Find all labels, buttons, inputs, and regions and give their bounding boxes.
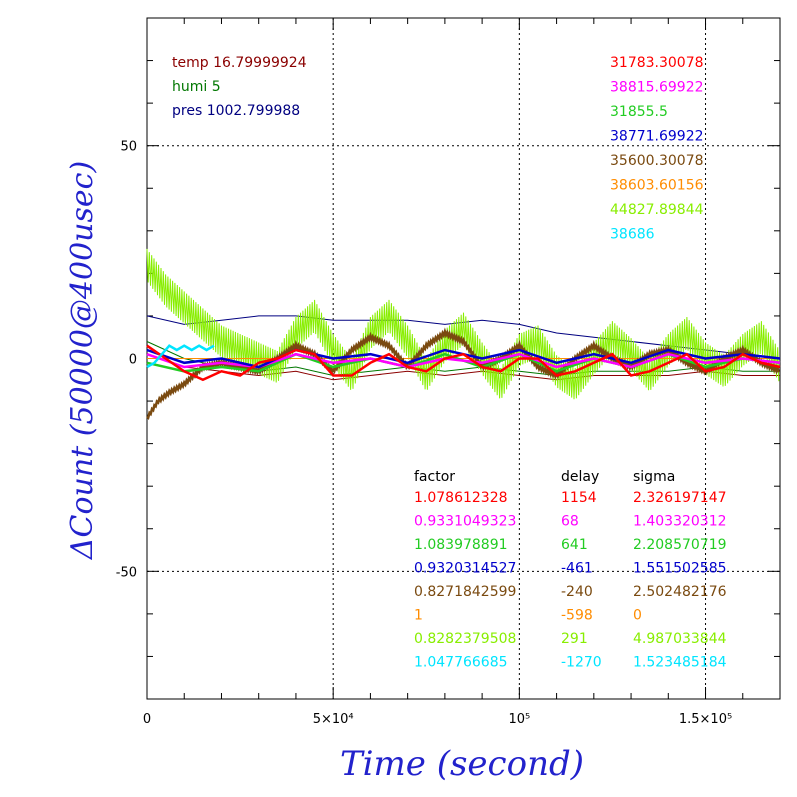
factor-value: 1.083978891 [414, 537, 508, 553]
delay-value: 68 [561, 514, 579, 530]
factor-header: factor [414, 469, 455, 485]
minor-ticks [146, 17, 781, 700]
series-layer [146, 248, 781, 421]
delay-value: 1154 [561, 490, 597, 506]
y-tick-label: 50 [120, 140, 137, 155]
factor-value: 1 [414, 608, 423, 624]
delay-value: -1270 [561, 655, 602, 671]
series-mean-list: 31783.30078 38815.69922 31855.5 38771.69922… [610, 55, 704, 243]
factor-value: 0.8282379508 [414, 631, 516, 647]
sigma-value: 2.326197147 [633, 490, 727, 506]
series-line-7 [146, 248, 780, 400]
env-label: pres 1002.799988 [172, 103, 300, 119]
y-tick-label: -50 [116, 565, 137, 580]
series-line-1 [146, 344, 781, 382]
x-tick-label: 1.5×10⁵ [679, 712, 732, 727]
x-tick-label: 10⁵ [508, 712, 530, 727]
sigma-value: 2.502482176 [633, 584, 727, 600]
factor-value: 0.9331049323 [414, 514, 516, 530]
series-mean: 38815.69922 [610, 80, 704, 96]
delay-value: 291 [561, 631, 588, 647]
x-tick-label: 5×10⁴ [313, 712, 354, 727]
env-label: temp 16.79999924 [172, 55, 307, 71]
env-trace-temp [146, 353, 780, 381]
series-line-8 [146, 344, 215, 369]
series-mean: 38686 [610, 227, 655, 243]
factor-value: 0.8271842599 [414, 584, 516, 600]
factor-value: 1.047766685 [414, 655, 508, 671]
delay-value: -598 [561, 608, 593, 624]
sigma-value: 4.987033844 [633, 631, 727, 647]
series-mean: 31855.5 [610, 104, 668, 120]
environment-legend: temp 16.79999924 humi 5 pres 1002.799988 [172, 55, 307, 119]
series-mean: 38603.60156 [610, 178, 704, 194]
series-mean: 44827.89844 [610, 202, 704, 218]
stats-table: factor delay sigma 1.078612328 1154 2.3261… [414, 469, 727, 671]
sigma-value: 0 [633, 608, 642, 624]
series-mean: 38771.69922 [610, 129, 704, 145]
delay-value: -240 [561, 584, 593, 600]
factor-value: 0.9320314527 [414, 561, 516, 577]
sigma-value: 2.208570719 [633, 537, 727, 553]
sigma-value: 1.523485184 [633, 655, 727, 671]
delay-header: delay [561, 469, 599, 485]
x-axis-title: Time (second) [340, 744, 584, 784]
factor-value: 1.078612328 [414, 490, 508, 506]
env-label: humi 5 [172, 79, 221, 95]
tick-labels: 0 5×10⁴ 10⁵ 1.5×10⁵ 50 0 -50 [116, 140, 732, 727]
series-mean: 35600.30078 [610, 153, 704, 169]
delay-value: 641 [561, 537, 588, 553]
x-tick-label: 0 [143, 712, 151, 727]
sigma-value: 1.551502585 [633, 561, 727, 577]
series-mean: 31783.30078 [610, 55, 704, 71]
y-tick-label: 0 [129, 353, 137, 368]
sigma-header: sigma [633, 469, 675, 485]
delay-value: -461 [561, 561, 593, 577]
sigma-value: 1.403320312 [633, 514, 727, 530]
y-axis-title: ΔCount (50000@400usec) [65, 161, 100, 560]
